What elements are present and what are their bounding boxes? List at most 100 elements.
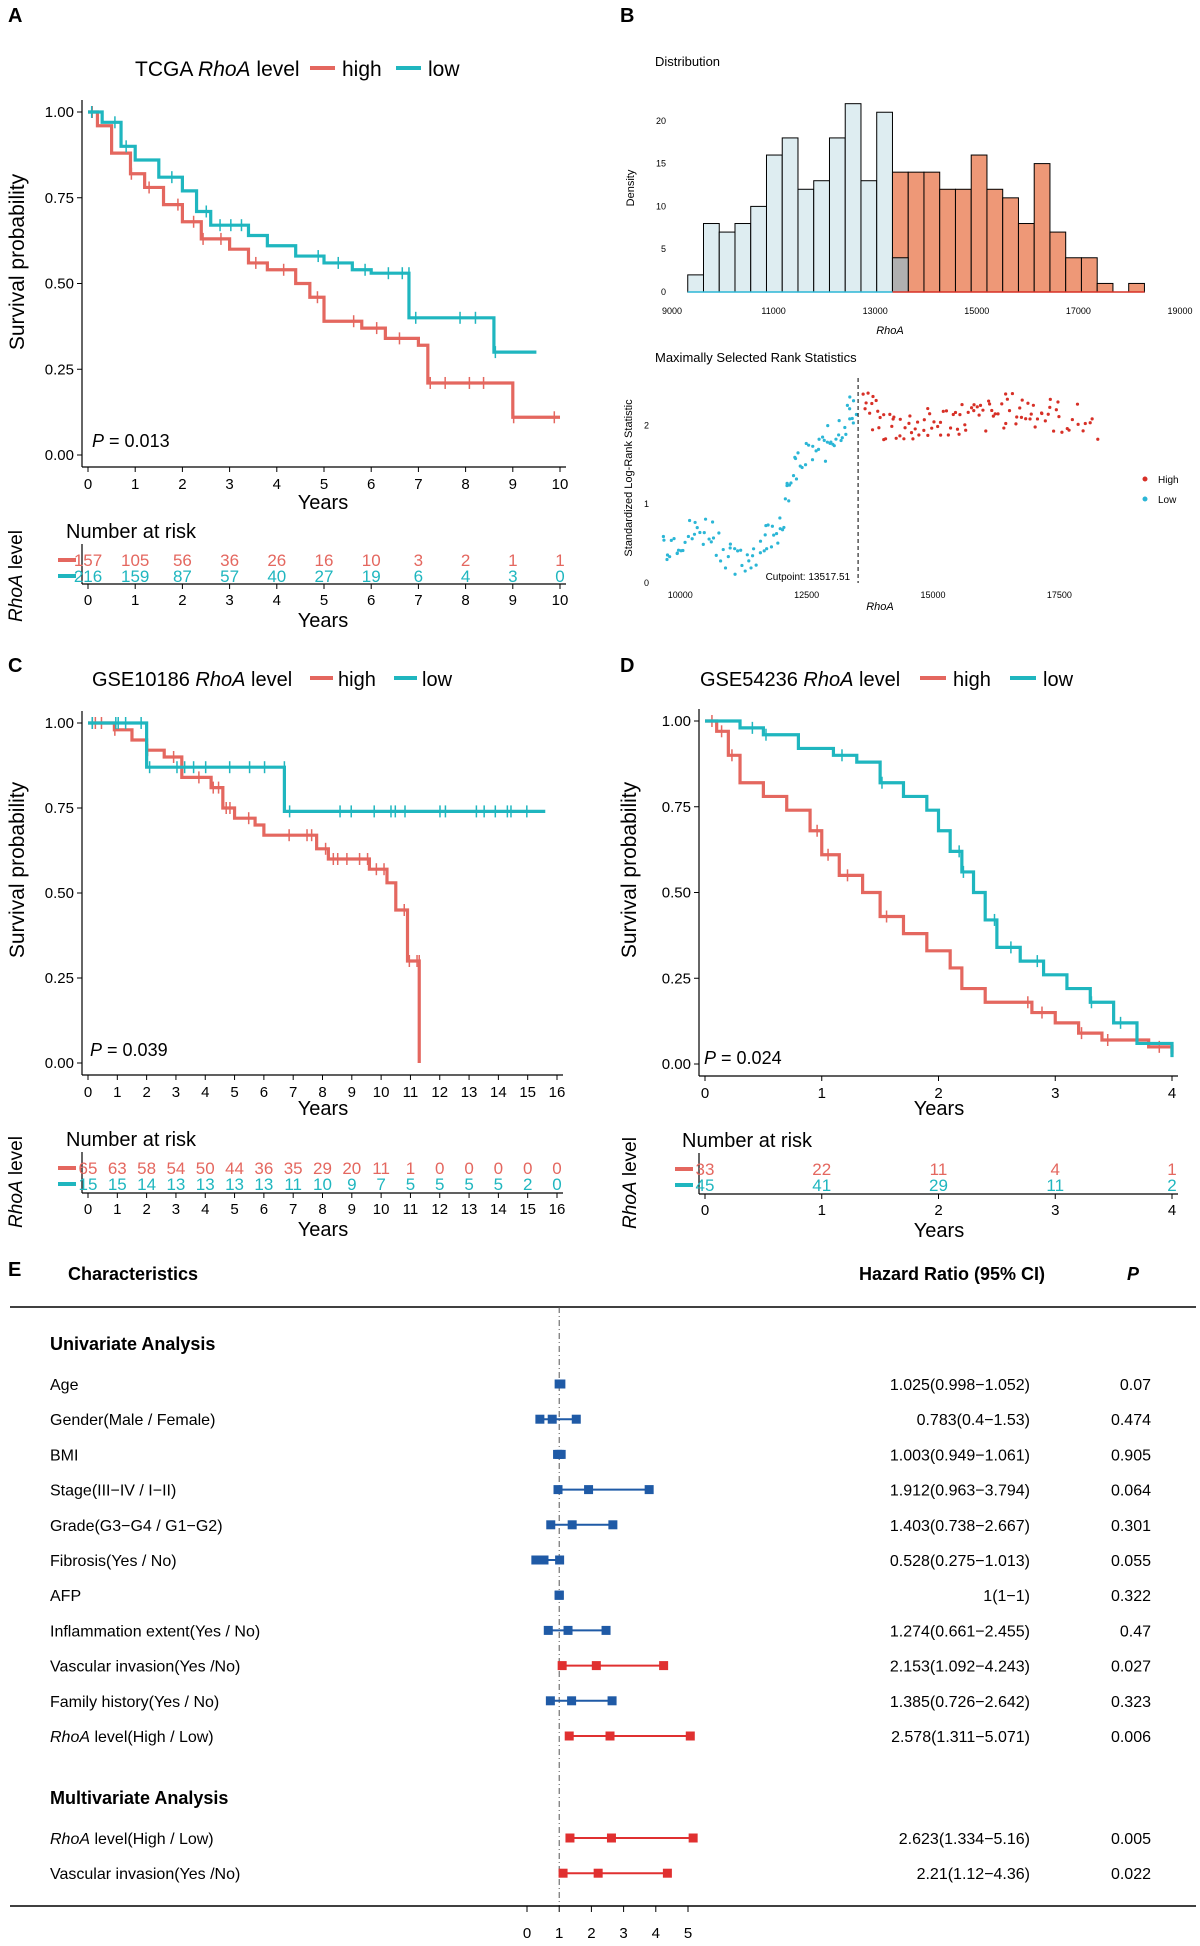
hist-bar-low (813, 180, 830, 293)
panel-d-ylabel: Survival probability (618, 781, 641, 958)
msrs-point-high (1018, 406, 1022, 410)
forest-hr-text: 0.783(0.4−1.53) (917, 1412, 1030, 1429)
x-tick-label: 9 (348, 1084, 356, 1101)
msrs-point-low (782, 525, 786, 530)
msrs-point-low (723, 566, 728, 570)
msrs-point-high (936, 424, 940, 429)
msrs-point-low (669, 538, 673, 543)
panel-e: Characteristics Hazard Ratio (95% CI) P … (10, 1264, 1196, 1942)
hist-x-tick-label: 9000 (662, 306, 682, 316)
msrs-point-high (944, 409, 949, 413)
msrs-point-low (787, 499, 791, 503)
forest-row-label: Age (50, 1377, 79, 1394)
msrs-point-low (743, 569, 747, 573)
msrs-point-high (871, 394, 875, 399)
hist-bar-high (1096, 282, 1114, 293)
msrs-point-low (702, 531, 706, 535)
panel-c-risk-table: 6515063151581425413350134441353613635117… (58, 1152, 565, 1218)
forest-row-label: Family history(Yes / No) (50, 1694, 219, 1711)
hist-y-tick-label: 10 (656, 201, 666, 211)
msrs-point-low (693, 520, 697, 525)
msrs-point-high (926, 406, 930, 411)
x-tick-label: 6 (367, 476, 375, 493)
forest-p-value: 0.322 (1111, 1588, 1151, 1605)
msrs-point-high (1028, 417, 1032, 421)
hist-bar-low (844, 103, 862, 293)
risk-count-low: 2 (1167, 1176, 1176, 1195)
risk-count-low: 9 (347, 1175, 356, 1194)
hist-y-tick-label: 20 (656, 116, 666, 126)
forest-marker (644, 1485, 654, 1495)
forest-row-label: RhoA level(High / Low) (50, 1729, 214, 1746)
msrs-point-low (740, 563, 744, 568)
msrs-point-high (908, 414, 912, 418)
y-tick-label: 0.00 (45, 1055, 74, 1072)
msrs-point-low (794, 477, 799, 481)
risk-count-high: 1 (1167, 1160, 1176, 1179)
forest-x-tick-label: 5 (684, 1925, 692, 1942)
risk-count-low: 6 (414, 567, 423, 586)
x-tick-label: 5 (230, 1084, 238, 1101)
risk-count-high: 1 (508, 551, 517, 570)
panel-d-legend: GSE54236 RhoA level (700, 669, 900, 691)
cutpoint-label: Cutpoint: 13517.51 (766, 572, 851, 583)
hist-x-tick-label: 19000 (1167, 306, 1192, 316)
msrs-point-low (711, 536, 716, 540)
risk-count-high: 36 (254, 1159, 273, 1178)
forest-marker (554, 1590, 564, 1600)
panel-a-legend: TCGA RhoA level (135, 58, 300, 81)
msrs-point-low (770, 524, 774, 528)
forest-x-tick-label: 4 (652, 1925, 660, 1942)
risk-count-low: 5 (464, 1175, 473, 1194)
forest-marker (531, 1555, 541, 1565)
forest-marker (567, 1696, 577, 1706)
msrs-point-high (975, 405, 979, 409)
msrs-point-low (804, 441, 808, 446)
msrs-point-low (733, 572, 737, 576)
forest-marker (606, 1833, 616, 1843)
msrs-point-low (733, 547, 737, 551)
forest-marker (558, 1868, 568, 1878)
x-tick-label: 0 (84, 1084, 92, 1101)
survival-curve-low (88, 721, 546, 813)
risk-x-tick-label: 1 (818, 1202, 826, 1219)
hist-bar-low (734, 223, 752, 293)
msrs-point-low (848, 407, 852, 411)
msrs-point-high (922, 418, 926, 422)
msrs-point-high (898, 434, 902, 438)
risk-count-high: 33 (696, 1160, 715, 1179)
msrs-point-high (1057, 415, 1061, 419)
risk-count-low: 5 (435, 1175, 444, 1194)
msrs-point-low (703, 517, 708, 521)
msrs-point-high (1004, 421, 1008, 426)
panel-c-legend: GSE10186 RhoA level (92, 669, 292, 691)
panel-e-section-multivariate: Multivariate Analysis (50, 1788, 228, 1808)
risk-count-high: 58 (137, 1159, 156, 1178)
y-tick-label: 0.00 (45, 447, 74, 464)
forest-hr-text: 1.403(0.738−2.667) (890, 1518, 1030, 1535)
msrs-point-low (717, 531, 721, 535)
risk-count-low: 15 (79, 1175, 98, 1194)
x-tick-label: 8 (461, 476, 469, 493)
msrs-point-high (870, 401, 874, 406)
panel-a-legend-low: low (428, 58, 460, 81)
panel-b-hist-xlabel: RhoA (876, 325, 904, 337)
hist-bar-low (876, 111, 893, 293)
forest-marker (553, 1485, 563, 1495)
risk-count-high: 157 (74, 551, 102, 570)
risk-x-tick-label: 4 (201, 1201, 209, 1218)
msrs-point-low (751, 547, 756, 551)
panel-c-risk-xlabel: Years (298, 1219, 348, 1241)
forest-marker (567, 1520, 577, 1530)
forest-marker (556, 1379, 566, 1389)
risk-count-low: 159 (121, 567, 149, 586)
msrs-point-low (780, 528, 785, 532)
forest-hr-text: 0.528(0.275−1.013) (890, 1553, 1030, 1570)
risk-x-tick-label: 12 (431, 1201, 448, 1218)
risk-count-low: 4 (461, 567, 470, 586)
msrs-point-low (826, 424, 830, 428)
msrs-point-high (890, 424, 894, 428)
risk-count-high: 35 (284, 1159, 303, 1178)
risk-count-high: 11 (930, 1160, 948, 1179)
